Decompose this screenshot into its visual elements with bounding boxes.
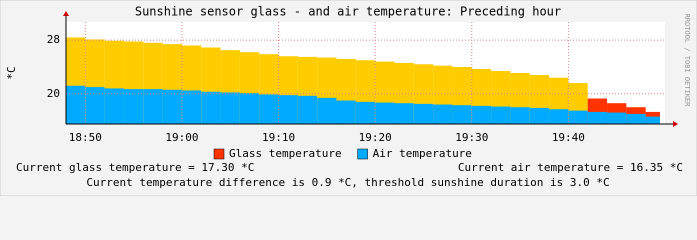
air-area bbox=[259, 94, 279, 124]
air-area bbox=[278, 95, 298, 124]
air-area bbox=[85, 87, 105, 124]
air-area bbox=[123, 89, 144, 124]
x-tick-label: 19:30 bbox=[455, 131, 488, 144]
air-area bbox=[491, 106, 511, 124]
air-area bbox=[413, 103, 434, 124]
air-area bbox=[355, 101, 376, 124]
y-tick-label: 28 bbox=[47, 33, 60, 46]
air-area bbox=[201, 91, 221, 124]
air-area bbox=[375, 102, 395, 124]
footer-glass: Current glass temperature = 17.30 *C bbox=[16, 161, 254, 174]
chart: Sunshine sensor glass - and air temperat… bbox=[0, 0, 697, 196]
x-tick-label: 19:20 bbox=[359, 131, 392, 144]
air-area bbox=[162, 89, 182, 124]
x-tick-label: 19:40 bbox=[552, 131, 585, 144]
air-area bbox=[529, 107, 550, 124]
x-tick-label: 19:10 bbox=[262, 131, 295, 144]
air-area bbox=[317, 97, 337, 124]
chart-title: Sunshine sensor glass - and air temperat… bbox=[135, 5, 561, 19]
air-area bbox=[549, 109, 569, 124]
legend-label: Glass temperature bbox=[229, 147, 342, 160]
x-tick-label: 19:00 bbox=[165, 131, 198, 144]
air-area bbox=[297, 95, 318, 124]
legend-label: Air temperature bbox=[373, 147, 472, 160]
legend-swatch bbox=[357, 148, 368, 160]
air-area bbox=[104, 88, 124, 124]
y-axis-arrow bbox=[63, 11, 69, 16]
air-area bbox=[66, 85, 86, 124]
air-area bbox=[394, 103, 414, 124]
y-axis-label: *C bbox=[5, 66, 18, 79]
side-label: RRDTOOL / TOBI OETIKER bbox=[683, 14, 691, 108]
air-area bbox=[510, 107, 530, 124]
air-area bbox=[587, 111, 608, 124]
air-area bbox=[181, 90, 202, 124]
x-tick-label: 18:50 bbox=[69, 131, 102, 144]
air-area bbox=[607, 112, 627, 124]
air-area bbox=[471, 105, 492, 124]
air-area bbox=[220, 92, 240, 124]
air-area bbox=[626, 113, 646, 124]
y-tick-label: 20 bbox=[47, 87, 60, 100]
air-area bbox=[239, 93, 260, 124]
air-area bbox=[336, 100, 356, 124]
footer-air: Current air temperature = 16.35 *C bbox=[458, 161, 683, 174]
air-area bbox=[452, 105, 472, 124]
air-area bbox=[143, 89, 163, 124]
air-area bbox=[433, 104, 453, 124]
air-area bbox=[568, 110, 588, 124]
x-axis-arrow bbox=[673, 121, 678, 127]
footer-difference: Current temperature difference is 0.9 *C… bbox=[86, 176, 609, 189]
air-area bbox=[645, 116, 660, 124]
legend-swatch bbox=[213, 148, 225, 160]
